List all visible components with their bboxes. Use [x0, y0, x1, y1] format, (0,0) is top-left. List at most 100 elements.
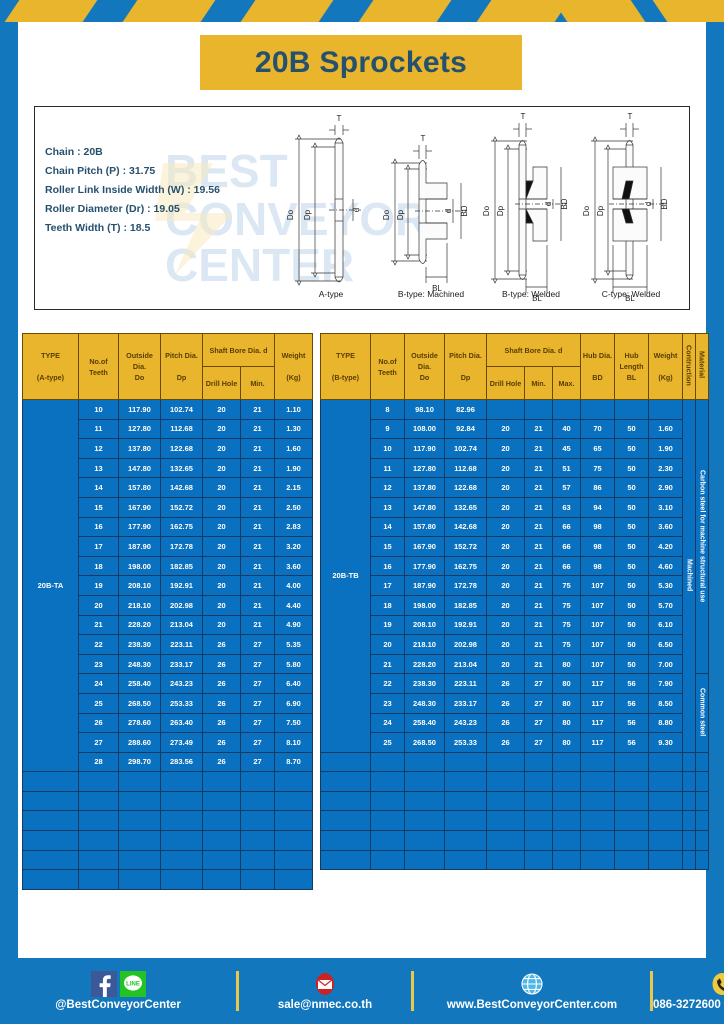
cell-weight: 1.90: [648, 438, 683, 459]
cell-blank: [404, 830, 445, 851]
cell-blank: [239, 869, 276, 890]
cell-material: Carbon steel for machine structural use: [695, 398, 709, 675]
th-b-outside-dia: Outside Dia. Do: [404, 333, 445, 400]
svg-text:BL: BL: [532, 294, 542, 303]
cell-drill-hole: 26: [202, 751, 241, 773]
cell-hub-length: 50: [614, 536, 649, 557]
cell-pitch-dia: 253.33: [444, 732, 487, 753]
cell-blank: [118, 849, 161, 871]
th-b-weight: Weight (Kg): [648, 333, 683, 400]
page-title: 20B Sprockets: [254, 45, 468, 79]
cell-hub-length: 56: [614, 692, 649, 714]
cell-blank: [444, 790, 487, 812]
cell-drill-hole: 26: [202, 732, 241, 753]
cell-max: 75: [552, 594, 581, 616]
cell-blank: [22, 849, 79, 871]
cell-min: 21: [239, 594, 276, 616]
cell-hub-dia: 98: [580, 516, 615, 538]
th-b-max: Max.: [552, 366, 581, 400]
th-a-min: Min.: [239, 366, 276, 400]
cell-drill-hole: 20: [486, 536, 525, 557]
cell-drill-hole: 20: [486, 634, 525, 655]
cell-hub-dia: 117: [580, 712, 615, 734]
cell-blank: [580, 849, 615, 871]
cell-weight: [648, 399, 683, 420]
cell-drill-hole: 20: [202, 575, 241, 596]
cell-teeth: 24: [370, 712, 405, 734]
cell-teeth: 11: [370, 457, 405, 479]
cell-outside-dia: 98.10: [404, 399, 445, 420]
cell-outside-dia: 117.90: [404, 438, 445, 459]
svg-text:Dp: Dp: [396, 209, 405, 220]
cell-pitch-dia: 202.98: [160, 594, 203, 616]
svg-text:Do: Do: [582, 205, 591, 216]
cell-outside-dia: 278.60: [118, 712, 161, 734]
cell-weight: 5.35: [274, 634, 314, 655]
cell-hub-length: 50: [614, 496, 649, 518]
cell-blank: [444, 849, 487, 871]
cell-pitch-dia: 192.91: [160, 575, 203, 596]
th-a-weight: Weight (Kg): [274, 333, 314, 400]
cell-blank: [404, 790, 445, 812]
table-row: 14 157.80 142.68 20 21 2.15: [23, 477, 314, 498]
phone-icon[interactable]: [709, 971, 724, 997]
cell-blank: [274, 849, 314, 871]
svg-text:d: d: [444, 209, 453, 213]
cell-blank: [320, 771, 371, 792]
cell-outside-dia: 288.60: [118, 732, 161, 753]
facebook-icon[interactable]: [90, 971, 117, 997]
cell-outside-dia: 167.90: [404, 536, 445, 557]
cell-blank: [202, 869, 241, 890]
cell-outside-dia: 248.30: [404, 692, 445, 714]
cell-max: 75: [552, 614, 581, 636]
footer-phone[interactable]: 086-3272600 , 02-0017766: [653, 971, 724, 1011]
spec-line-pitch: Chain Pitch (P) : 31.75: [45, 165, 156, 177]
footer-website[interactable]: www.BestConveyorCenter.com: [414, 971, 650, 1011]
cell-teeth: 12: [370, 477, 405, 498]
cell-min: 21: [239, 418, 276, 440]
cell-hub-length: 56: [614, 732, 649, 753]
cell-blank: [486, 810, 525, 832]
th-b-construction: Contruction: [682, 333, 696, 400]
cell-outside-dia: 228.20: [404, 653, 445, 675]
cell-outside-dia: 137.80: [118, 438, 161, 459]
cell-min: 21: [239, 555, 276, 577]
globe-icon[interactable]: [519, 971, 545, 997]
cell-outside-dia: 238.30: [404, 673, 445, 694]
cell-weight: 8.10: [274, 732, 314, 753]
cell-material: Common steel: [695, 673, 709, 753]
social-icon-group: LINE: [90, 971, 146, 997]
cell-outside-dia: 258.40: [404, 712, 445, 734]
email-icon[interactable]: [312, 971, 338, 997]
cell-blank: [524, 810, 553, 832]
cell-blank: [320, 810, 371, 832]
cell-blank: [695, 751, 709, 773]
table-row: 11 127.80 112.68 20 21 1.30: [23, 418, 314, 440]
cell-teeth: 17: [370, 575, 405, 596]
cell-hub-dia: 94: [580, 496, 615, 518]
cell-drill-hole: 20: [486, 516, 525, 538]
cell-weight: 5.30: [648, 575, 683, 596]
cell-weight: 7.50: [274, 712, 314, 734]
cell-drill-hole: 20: [486, 477, 525, 498]
cell-pitch-dia: 112.68: [160, 418, 203, 440]
cell-blank: [552, 830, 581, 851]
table-row: 27 288.60 273.49 26 27 8.10: [23, 732, 314, 753]
cell-blank: [274, 771, 314, 792]
cell-teeth: 22: [370, 673, 405, 694]
cell-blank: [404, 751, 445, 773]
spec-line-roller-dia: Roller Diameter (Dr) : 19.05: [45, 203, 180, 215]
cell-blank: [160, 810, 203, 832]
cell-blank: [78, 830, 119, 851]
table-row-blank: [320, 751, 709, 773]
footer-email[interactable]: sale@nmec.co.th: [239, 971, 411, 1011]
footer-social[interactable]: LINE @BestConveyorCenter: [0, 971, 236, 1011]
cell-outside-dia: 108.00: [404, 418, 445, 440]
cell-min: 21: [524, 653, 553, 675]
cell-teeth: 10: [78, 399, 119, 420]
line-icon[interactable]: LINE: [119, 971, 146, 997]
cell-blank: [695, 771, 709, 792]
cell-teeth: 18: [370, 594, 405, 616]
cell-min: [524, 399, 553, 420]
cell-blank: [682, 849, 696, 871]
